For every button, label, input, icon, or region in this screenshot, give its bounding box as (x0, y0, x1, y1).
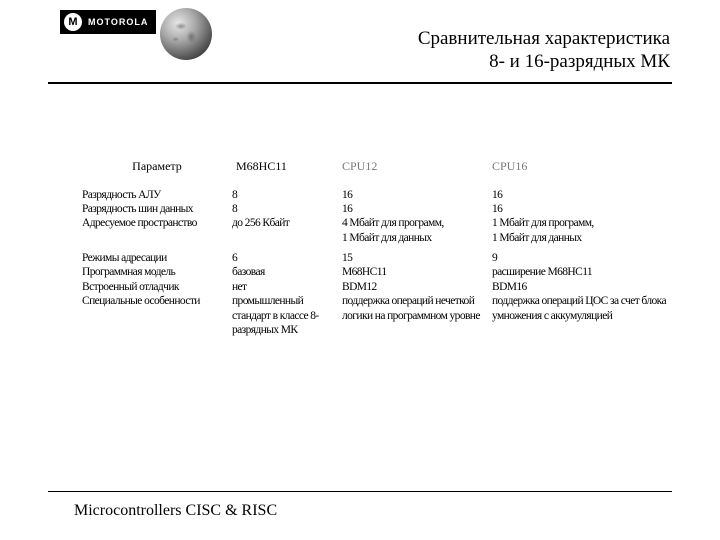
cell-c2: BDM12 (342, 280, 492, 294)
cell-param: Разрядность АЛУ (82, 188, 232, 202)
table-header-row: Параметр M68HC11 CPU12 CPU16 (82, 159, 680, 188)
comparison-table: Параметр M68HC11 CPU12 CPU16 Разрядность… (0, 84, 720, 338)
header-param: Параметр (82, 159, 232, 188)
cell-c3: 16 (492, 188, 680, 202)
cell-c2: M68HC11 (342, 265, 492, 279)
header-c1: M68HC11 (232, 159, 342, 188)
cell-c2: 16 (342, 202, 492, 216)
cell-c2: 15 (342, 245, 492, 265)
cell-c1: промышленный стандарт в классе 8-разрядн… (232, 294, 342, 337)
table-row: Разрядность шин данных81616 (82, 202, 680, 216)
cell-param: Программная модель (82, 265, 232, 279)
title-line-1: Сравнительная характеристика (418, 28, 670, 51)
logo-brand: MOTOROLA (88, 17, 148, 27)
cell-c2: поддержка операций нечеткой логики на пр… (342, 294, 492, 337)
cell-param: Специальные особенности (82, 294, 232, 337)
cell-c3: поддержка операций ЦОС за счет блока умн… (492, 294, 680, 337)
logo-icon: M (64, 13, 82, 31)
cell-c2: 16 (342, 188, 492, 202)
header: M MOTOROLA Сравнительная характеристика … (0, 0, 720, 74)
motorola-logo: M MOTOROLA (60, 10, 156, 34)
table-body: Разрядность АЛУ81616Разрядность шин данн… (82, 188, 680, 338)
table-row: Программная модельбазоваяM68HC11расширен… (82, 265, 680, 279)
cell-c1: 6 (232, 245, 342, 265)
cell-c3: 1 Мбайт для программ,1 Мбайт для данных (492, 216, 680, 245)
cell-c1: 8 (232, 202, 342, 216)
cell-c3: расширение M68HC11 (492, 265, 680, 279)
cell-c1: нет (232, 280, 342, 294)
cell-c1: до 256 Кбайт (232, 216, 342, 245)
cell-param: Режимы адресации (82, 245, 232, 265)
logo-block: M MOTOROLA (60, 10, 212, 60)
footer-text: Microcontrollers CISC & RISC (74, 502, 277, 520)
table-row: Встроенный отладчикнетBDM12BDM16 (82, 280, 680, 294)
cell-c3: 9 (492, 245, 680, 265)
table-row: Режимы адресации6159 (82, 245, 680, 265)
globe-icon (160, 8, 212, 60)
table-row: Адресуемое пространстводо 256 Кбайт4 Мба… (82, 216, 680, 245)
header-c3: CPU16 (492, 159, 680, 188)
table-row: Специальные особенностипромышленный стан… (82, 294, 680, 337)
page-title: Сравнительная характеристика 8- и 16-раз… (418, 10, 680, 74)
bottom-divider (48, 491, 672, 492)
cell-param: Адресуемое пространство (82, 216, 232, 245)
cell-c3: 16 (492, 202, 680, 216)
cell-c1: базовая (232, 265, 342, 279)
table: Параметр M68HC11 CPU12 CPU16 Разрядность… (82, 159, 680, 338)
title-line-2: 8- и 16-разрядных МК (418, 51, 670, 74)
table-row: Разрядность АЛУ81616 (82, 188, 680, 202)
cell-param: Разрядность шин данных (82, 202, 232, 216)
cell-c1: 8 (232, 188, 342, 202)
cell-param: Встроенный отладчик (82, 280, 232, 294)
cell-c2: 4 Мбайт для программ,1 Мбайт для данных (342, 216, 492, 245)
header-c2: CPU12 (342, 159, 492, 188)
cell-c3: BDM16 (492, 280, 680, 294)
logo-mark: M (68, 16, 77, 28)
